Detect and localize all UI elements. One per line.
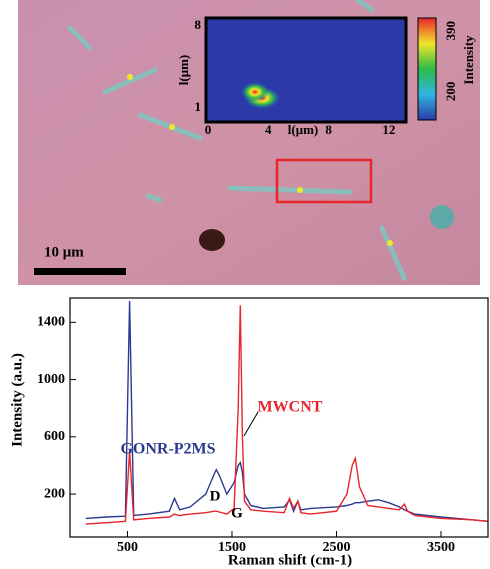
colorbar-label: Intensity [461,35,476,85]
series-label: GONR-P2MS [120,441,215,458]
hotspot [169,124,175,130]
y-tick-label: 200 [44,486,65,501]
x-axis-title: Raman shift (cm-1) [228,552,352,568]
dark-particle [199,229,225,251]
inset-x-tick-label: 8 [325,122,332,137]
colorbar-tick-label: 390 [443,21,458,41]
y-tick-label: 600 [44,429,65,444]
colorbar-tick-label: 200 [443,82,458,102]
annotation: D [210,488,221,504]
annotation: G [231,505,243,521]
inset-y-tick-label: 8 [195,17,202,32]
particle [430,205,454,229]
inset-heatmap [206,18,406,122]
inset-x-label: l(μm) [288,122,318,137]
hotspot [387,240,393,246]
annotation-pointer [244,412,258,436]
hotspot [297,187,303,193]
y-tick-label: 1400 [37,315,65,330]
inset-x-tick-label: 4 [265,122,272,137]
series-label: MWCNT [258,399,323,416]
y-tick-label: 1000 [37,372,65,387]
heatmap-spot [241,82,269,102]
inset-x-tick-label: 12 [382,122,395,137]
x-tick-label: 3500 [427,540,455,555]
hotspot [127,74,133,80]
x-tick-label: 500 [117,540,138,555]
inset-y-tick-label: 1 [195,99,202,114]
scale-bar-label: 10 μm [44,244,84,260]
colorbar [418,18,436,120]
inset-x-tick-label: 0 [205,122,212,137]
figure: 10 μm 0 4 8 12 1 8 l(μm) l(μm) 200 390Intensity 2… [0,0,490,569]
inset-y-label: l(μm) [176,55,191,85]
scale-bar [34,268,126,275]
y-axis-title: Intensity (a.u.) [9,353,25,447]
page: {"image": {"scale_bar": "10 μm", "inset"… [0,0,490,569]
